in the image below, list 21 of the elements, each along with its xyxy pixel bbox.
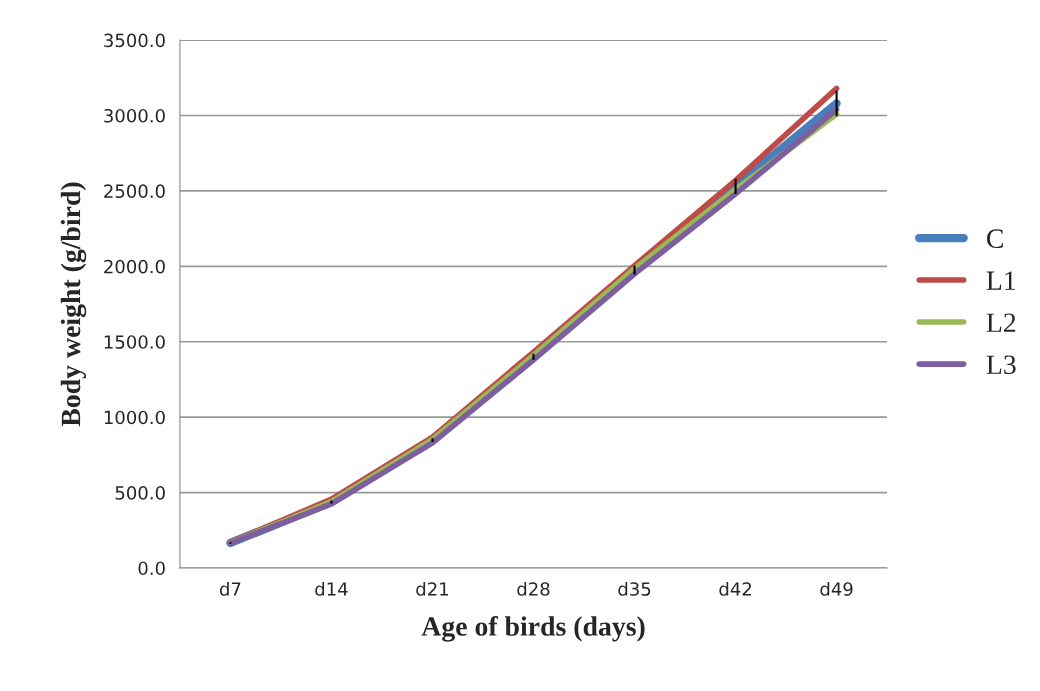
y-tick-label: 2500.0 [104,184,165,199]
legend-label: C [987,229,1003,249]
y-tick-label: 3500.0 [104,33,165,48]
y-tick-label: 3000.0 [104,108,165,123]
legend-label: L3 [986,355,1016,375]
y-axis-title: Body weight (g/bird) [60,182,87,427]
x-tick-label: d28 [517,581,550,596]
legend-label: L2 [986,313,1016,332]
y-tick-label: 2000.0 [104,259,165,274]
y-tick-label: 500.0 [115,486,165,500]
y-tick-label: 1000.0 [104,410,165,425]
x-tick-label: d14 [315,581,348,596]
x-tick-label: d7 [219,581,241,596]
y-tick-label: 1500.0 [104,335,165,349]
x-tick-label: d21 [416,581,449,596]
y-tick-label: 0.0 [138,561,165,576]
x-tick-label: d35 [618,581,651,596]
legend-label: L1 [986,271,1016,290]
x-tick-label: d49 [820,581,853,596]
x-tick-label: d42 [719,581,751,596]
x-axis-title: Age of birds (days) [421,616,645,642]
